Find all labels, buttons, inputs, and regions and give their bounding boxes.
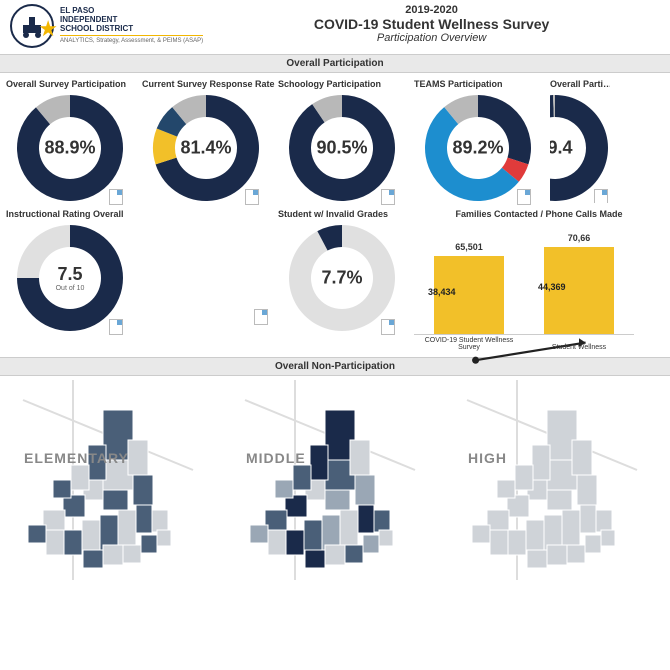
donut-tile: Instructional Rating Overall 7.5 Out of … xyxy=(6,209,134,333)
document-icon[interactable] xyxy=(594,189,608,203)
bar-top-label: 65,501 xyxy=(455,242,483,252)
donut-tile: TEAMS Participation 89.2% xyxy=(414,79,542,203)
maps-row: ELEMENTARY MIDDLE HIGH xyxy=(0,376,670,580)
document-icon[interactable] xyxy=(254,309,268,325)
tile-title: Schoology Participation xyxy=(278,79,406,89)
donuts-row-2: Instructional Rating Overall 7.5 Out of … xyxy=(0,203,670,353)
org-line2: INDEPENDENT xyxy=(60,15,117,24)
bar-top-label: 70,66 xyxy=(568,233,591,243)
map-middle[interactable]: MIDDLE xyxy=(226,380,444,580)
donut-value: 88.9% xyxy=(44,138,95,159)
title-block: 2019-2020 COVID-19 Student Wellness Surv… xyxy=(203,4,660,44)
document-icon[interactable] xyxy=(381,319,395,335)
document-icon[interactable] xyxy=(245,189,259,205)
tile-title: Overall Parti… xyxy=(550,79,610,89)
bar-chart: 65,501 38,434 70,66 44,369 COVID-19 Stud… xyxy=(414,223,634,353)
donut-chart: 89.2% xyxy=(423,93,533,203)
tile-title: TEAMS Participation xyxy=(414,79,542,89)
map-high[interactable]: HIGH xyxy=(448,380,666,580)
map-elementary[interactable]: ELEMENTARY xyxy=(4,380,222,580)
map-label: MIDDLE xyxy=(246,450,306,466)
document-icon[interactable] xyxy=(517,189,531,205)
tile-title: Student w/ Invalid Grades xyxy=(278,209,406,219)
donut-value: 99.4 xyxy=(550,138,573,159)
donut-value: 7.5 xyxy=(56,264,85,285)
donut-chart: 88.9% xyxy=(15,93,125,203)
bar-x-0: COVID-19 Student Wellness Survey xyxy=(414,337,524,351)
document-icon[interactable] xyxy=(381,189,395,205)
logo-icon: ★ xyxy=(10,4,54,48)
donut-chart: 90.5% xyxy=(287,93,397,203)
star-icon: ★ xyxy=(38,16,58,42)
title-main: COVID-19 Student Wellness Survey xyxy=(203,16,660,32)
donut-tile xyxy=(142,209,270,323)
donut-value: 81.4% xyxy=(180,138,231,159)
donut-tile: Current Survey Response Rate 81.4% xyxy=(142,79,270,203)
bar-mid-label: 38,434 xyxy=(428,287,456,297)
map-label: HIGH xyxy=(468,450,507,466)
donut-value: 89.2% xyxy=(452,138,503,159)
donut-value: 7.7% xyxy=(321,268,362,289)
document-icon[interactable] xyxy=(109,319,123,335)
district-logo: ★ EL PASO INDEPENDENT SCHOOL DISTRICT AN… xyxy=(10,4,203,48)
document-icon[interactable] xyxy=(109,189,123,205)
bar-mid-label: 44,369 xyxy=(538,282,566,292)
donuts-row-1: Overall Survey Participation 88.9% Curre… xyxy=(0,73,670,203)
org-sub: ANALYTICS, Strategy, Assessment, & PEIMS… xyxy=(60,38,203,44)
donut-tile: Schoology Participation 90.5% xyxy=(278,79,406,203)
title-year: 2019-2020 xyxy=(203,4,660,16)
header: ★ EL PASO INDEPENDENT SCHOOL DISTRICT AN… xyxy=(0,0,670,50)
bar-chart-tile: Families Contacted / Phone Calls Made 65… xyxy=(414,209,664,353)
tile-title: Overall Survey Participation xyxy=(6,79,134,89)
donut-chart: 99.4 xyxy=(550,93,610,203)
bar: 65,501 38,434 xyxy=(434,256,504,334)
tile-title: Current Survey Response Rate xyxy=(142,79,270,89)
donut-value: 90.5% xyxy=(316,138,367,159)
bar-chart-title: Families Contacted / Phone Calls Made xyxy=(414,209,664,219)
donut-tile: Student w/ Invalid Grades 7.7% xyxy=(278,209,406,333)
donut-tile: Overall Parti… 99.4 xyxy=(550,79,610,203)
donut-chart: 7.5 Out of 10 xyxy=(15,223,125,333)
logo-text: EL PASO INDEPENDENT SCHOOL DISTRICT ANAL… xyxy=(60,7,203,45)
donut-tile: Overall Survey Participation 88.9% xyxy=(6,79,134,203)
org-line1: EL PASO xyxy=(60,6,94,15)
donut-sub: Out of 10 xyxy=(56,285,85,292)
donut-chart: 7.7% xyxy=(287,223,397,333)
donut-chart: 81.4% xyxy=(151,93,261,203)
title-sub: Participation Overview xyxy=(203,32,660,44)
map-label: ELEMENTARY xyxy=(24,450,129,466)
org-line3: SCHOOL DISTRICT xyxy=(60,24,133,33)
tile-title: Instructional Rating Overall xyxy=(6,209,134,219)
section-non-participation: Overall Non-Participation xyxy=(0,357,670,376)
bar-x-1: Student Wellness xyxy=(524,344,634,351)
bar: 70,66 44,369 xyxy=(544,247,614,334)
section-overall-participation: Overall Participation xyxy=(0,54,670,73)
